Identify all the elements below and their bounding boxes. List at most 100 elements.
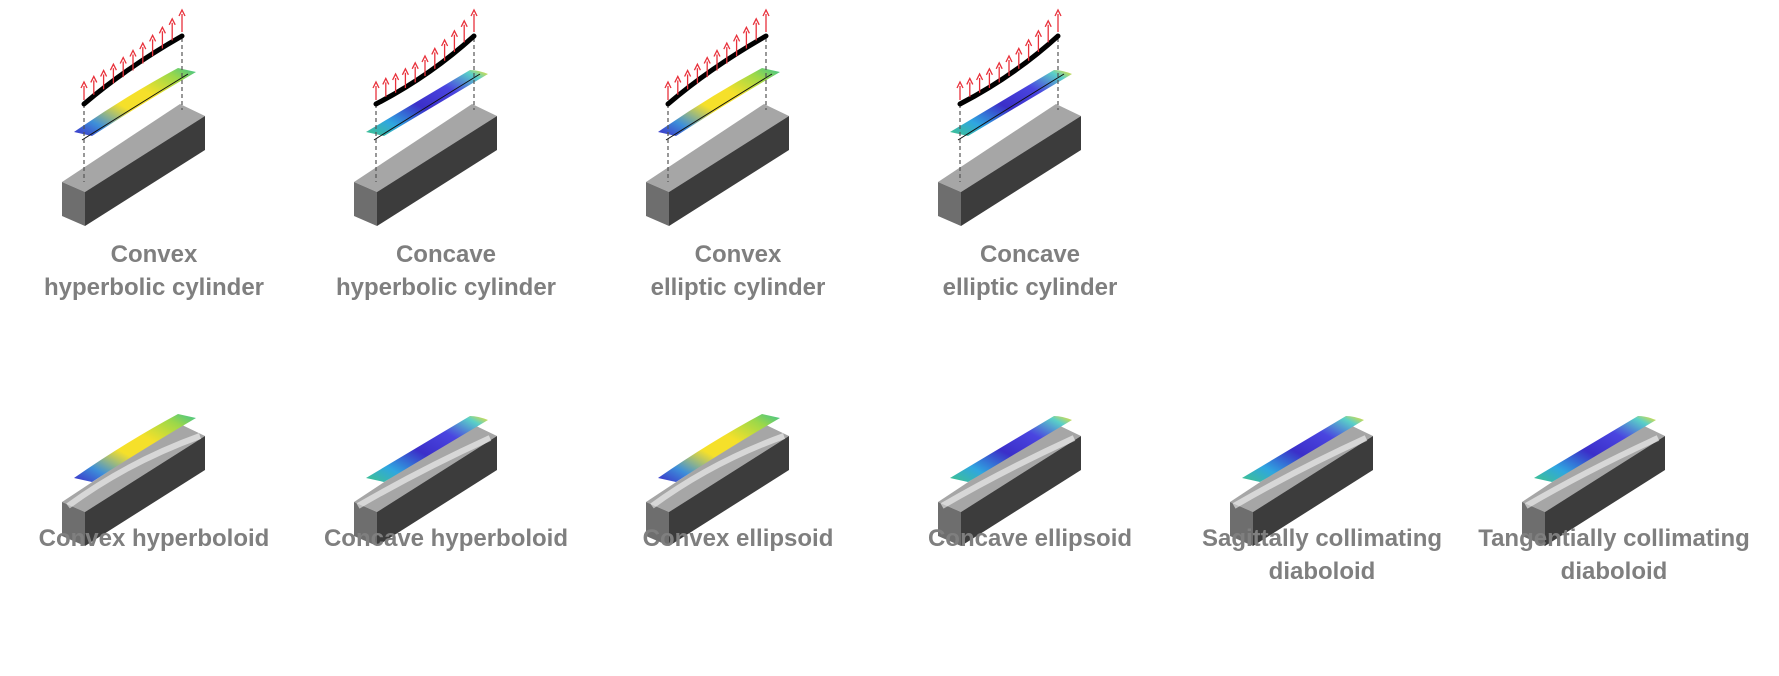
arrow-head <box>742 25 750 34</box>
mirror-block <box>938 104 1081 226</box>
block-side-face <box>669 436 789 546</box>
arrow-head <box>1005 54 1013 63</box>
block-front-face <box>354 502 377 546</box>
profile-line <box>81 33 185 107</box>
surface-panel: Convex ellipsoid <box>592 330 884 660</box>
arrow-head <box>178 8 186 17</box>
arrow-head <box>664 80 672 89</box>
arrow-head <box>723 41 731 50</box>
caption-line2: diaboloid <box>1560 558 1668 585</box>
caption-line1: Concave ellipsoid <box>927 525 1133 552</box>
block-side-face <box>1545 436 1665 546</box>
arrow-head <box>100 69 108 77</box>
arrow-head <box>90 74 98 83</box>
mirror-block <box>1230 424 1373 546</box>
block-side-face <box>377 436 497 546</box>
arrow-head <box>392 72 400 81</box>
arrow-head <box>119 56 127 64</box>
block-front-face <box>62 502 85 546</box>
surface-caption: Convex hyperbolic cylinder <box>8 238 300 304</box>
caption-line1: Concave hyperboloid <box>323 525 569 552</box>
block-side-face <box>961 436 1081 546</box>
surface-caption: Concave hyperboloid <box>300 522 592 555</box>
block-top-face <box>354 104 497 192</box>
surface-caption: Convex hyperboloid <box>8 522 300 555</box>
surface-highlight <box>940 435 1076 509</box>
arrow-head <box>460 19 468 28</box>
arrow-head <box>674 74 682 83</box>
profile-line <box>373 33 477 107</box>
surface-panel: Concave hyperboloid <box>300 330 592 660</box>
mirror-block <box>938 424 1081 546</box>
arrow-head <box>985 67 993 76</box>
arrow-head <box>995 61 1003 70</box>
surface-panel: Convex elliptic cylinder <box>592 0 884 330</box>
block-front-face <box>62 182 85 226</box>
caption-line2: diaboloid <box>1268 558 1376 585</box>
surface-illustration <box>354 416 497 546</box>
block-top-face <box>646 104 789 192</box>
surface-panel: Convex hyperbolic cylinder <box>8 0 300 330</box>
colour-map-strip <box>950 416 1072 482</box>
block-front-face <box>646 502 669 546</box>
surface-caption: Concave hyperbolic cylinder <box>300 238 592 304</box>
arrow-head <box>1044 19 1052 28</box>
caption-line2: elliptic cylinder <box>942 274 1118 301</box>
colour-map-strip <box>366 70 488 136</box>
surface-panel: Concave hyperbolic cylinder <box>300 0 592 330</box>
surface-highlight <box>356 435 492 509</box>
mirror-block <box>646 424 789 546</box>
arrow-head <box>441 38 449 47</box>
block-front-face <box>938 182 961 226</box>
colour-map-strip <box>74 68 196 136</box>
arrow-head <box>1025 38 1033 47</box>
colour-map-strip <box>950 70 1072 136</box>
arrow-head <box>1054 8 1062 17</box>
surface-illustration <box>1230 416 1373 546</box>
arrow-head <box>684 69 692 77</box>
arrow-head <box>109 62 117 71</box>
arrow-head <box>372 80 380 89</box>
arrow-head <box>693 62 701 71</box>
surface-caption: Convex elliptic cylinder <box>592 238 884 304</box>
colour-map-strip <box>366 416 488 482</box>
colour-map-strip <box>658 68 780 136</box>
profile-trace <box>665 73 773 141</box>
arrow-head <box>450 29 458 38</box>
colour-map-strip <box>1534 416 1656 482</box>
arrow-head <box>129 49 137 57</box>
caption-line1: Convex ellipsoid <box>642 525 834 552</box>
caption-line1: Concave <box>979 241 1081 268</box>
arrow-head <box>80 80 88 89</box>
colour-map-strip <box>658 414 780 482</box>
arrow-head <box>431 46 439 55</box>
arrow-head <box>382 76 390 85</box>
surface-caption: Sagittally collimating diaboloid <box>1176 522 1468 588</box>
mirror-block <box>354 104 497 226</box>
caption-line1: Convex <box>110 241 198 268</box>
block-side-face <box>669 116 789 226</box>
surface-caption: Convex ellipsoid <box>592 522 884 555</box>
arrow-head <box>470 8 478 17</box>
surface-panel: Concave ellipsoid <box>884 330 1176 660</box>
surface-illustration <box>62 8 205 226</box>
caption-line1: Concave <box>395 241 497 268</box>
surface-illustration <box>646 414 789 546</box>
surface-illustration <box>62 414 205 546</box>
block-side-face <box>85 436 205 546</box>
surface-panel: Tangentially collimating diaboloid <box>1468 330 1760 660</box>
colour-map-strip <box>1242 416 1364 482</box>
surface-caption: Tangentially collimating diaboloid <box>1468 522 1760 588</box>
surface-panel: Convex hyperboloid <box>8 330 300 660</box>
surface-highlight <box>66 433 202 509</box>
caption-line1: Sagittally collimating <box>1201 525 1443 552</box>
arrow-head <box>411 61 419 70</box>
surface-highlight <box>650 433 786 509</box>
arrow-head <box>976 72 984 81</box>
arrow-head <box>956 80 964 89</box>
arrow-head <box>158 25 166 34</box>
mirror-block <box>354 424 497 546</box>
surface-caption: Concave ellipsoid <box>884 522 1176 555</box>
arrow-head <box>713 49 721 57</box>
block-front-face <box>1522 502 1545 546</box>
